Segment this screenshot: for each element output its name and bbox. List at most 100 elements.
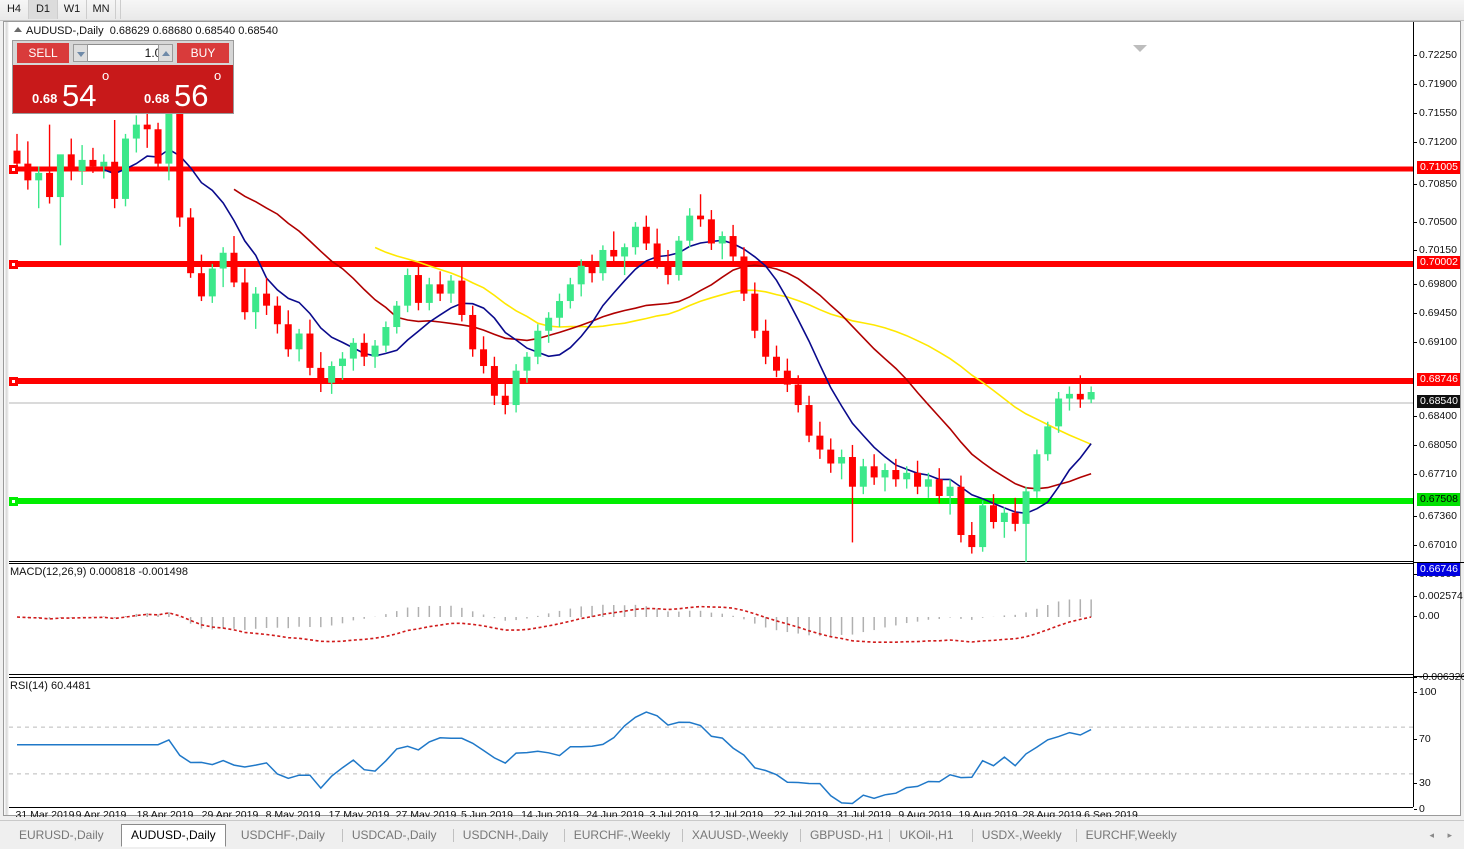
price-pane[interactable] <box>9 22 1413 562</box>
chart-tab-usdcaddaily[interactable]: USDCAD-,Daily <box>351 828 437 842</box>
tab-separator <box>563 829 565 842</box>
tab-separator <box>799 829 801 842</box>
chart-tab-eurusddaily[interactable]: EURUSD-,Daily <box>19 828 104 842</box>
ma-fast <box>103 148 1092 515</box>
tab-separator <box>1075 829 1077 842</box>
buy-button[interactable]: BUY <box>177 43 229 63</box>
price-tick: 0.69100 <box>1414 337 1461 348</box>
price-highlight-red: 0.71005 <box>1417 161 1460 174</box>
price-scale[interactable]: 0.72250 0.71900 0.71550 0.71200 0.70850 0.705… <box>1413 22 1464 815</box>
price-tick: 0.67360 <box>1414 511 1461 522</box>
price-tick: 0.70150 <box>1414 245 1461 256</box>
buy-price-box[interactable]: 0.68 56 o <box>126 67 232 113</box>
macd-tick: -0.006326 <box>1414 672 1464 683</box>
rsi-pane[interactable] <box>9 677 1413 807</box>
buy-price-fraction: o <box>214 68 222 83</box>
macd-header-label: MACD(12,26,9) 0.000818 -0.001498 <box>10 566 188 578</box>
period-button-w1[interactable]: W1 <box>58 0 87 19</box>
volume-increase-button[interactable] <box>158 44 173 62</box>
macd-tick: 0.002574 <box>1414 591 1463 602</box>
tab-separator <box>971 829 973 842</box>
sell-price-box[interactable]: 0.68 54 o <box>14 67 120 113</box>
price-tick: 0.69800 <box>1414 279 1461 290</box>
tab-separator <box>889 829 891 842</box>
chart-tab-audusddaily[interactable]: AUDUSD-,Daily <box>120 824 226 847</box>
chart-shift-marker-icon[interactable] <box>1133 45 1147 52</box>
chart-tab-usdcnhdaily[interactable]: USDCNH-,Daily <box>462 828 549 842</box>
price-tick: 0.71200 <box>1414 137 1461 148</box>
collapse-triangle-icon[interactable] <box>14 27 22 32</box>
price-tick: 0.70850 <box>1414 179 1461 190</box>
symbol-period-label: AUDUSD-,Daily <box>26 25 104 37</box>
price-highlight-blue: 0.66746 <box>1417 563 1460 576</box>
chart-tab-eurchfweekly[interactable]: EURCHF,Weekly <box>1085 828 1177 842</box>
chart-tab-ukoilh1[interactable]: UKOil-,H1 <box>899 828 954 842</box>
hline-0.71005[interactable] <box>9 165 1413 174</box>
price-tick: 0.67710 <box>1414 469 1461 480</box>
sell-price-fraction: o <box>102 68 110 83</box>
chart-tab-gbpusdh1[interactable]: GBPUSD-,H1 <box>809 828 884 842</box>
period-button-mn[interactable]: MN <box>87 0 116 19</box>
chevron-down-icon <box>77 52 85 57</box>
sell-button[interactable]: SELL <box>17 43 69 63</box>
price-tick: 0.71550 <box>1414 108 1461 119</box>
tab-separator <box>341 829 343 842</box>
rsi-line <box>17 711 1092 805</box>
price-tick: 0.69450 <box>1414 308 1461 319</box>
price-chart-svg <box>9 92 1413 562</box>
chart-tab-usdchfdaily[interactable]: USDCHF-,Daily <box>240 828 325 842</box>
rsi-tick: 70 <box>1414 734 1461 745</box>
sell-price-prefix: 0.68 <box>32 91 58 106</box>
left-scroll-rail[interactable] <box>4 22 9 815</box>
scale-separator-rsi <box>1413 676 1464 677</box>
chart-tab-eurchfweekly[interactable]: EURCHF-,Weekly <box>573 828 671 842</box>
chart-tab-bar[interactable]: ◂ ▸ EURUSD-,Daily AUDUSD-,Daily USDCHF-,Da… <box>0 820 1464 849</box>
price-tick: 0.72250 <box>1414 50 1461 61</box>
rsi-tick: 100 <box>1414 687 1461 698</box>
macd-pane[interactable] <box>9 563 1413 675</box>
hline-0.70002[interactable] <box>9 260 1413 269</box>
trade-controls-row: SELL 1.00 BUY <box>13 41 233 65</box>
buy-price-prefix: 0.68 <box>144 91 170 106</box>
price-tick: 0.68400 <box>1414 411 1461 422</box>
time-axis-line <box>9 807 1413 808</box>
ma-mid <box>233 188 1092 490</box>
ohlc-values: 0.68629 0.68680 0.68540 0.68540 <box>109 25 278 37</box>
rsi-chart-svg <box>9 711 1413 805</box>
buy-price-pips: 56 <box>174 78 209 113</box>
price-highlight-red: 0.68746 <box>1417 373 1460 386</box>
price-tick: 0.68050 <box>1414 440 1461 451</box>
volume-decrease-button[interactable] <box>73 44 88 62</box>
ma-slow <box>374 246 1092 446</box>
price-tick: 0.67010 <box>1414 540 1461 551</box>
chart-window[interactable]: AUDUSD-,Daily 0.68629 0.68680 0.68540 0.… <box>3 21 1464 821</box>
price-highlight-green: 0.67508 <box>1417 493 1460 506</box>
price-highlight-red: 0.70002 <box>1417 256 1460 269</box>
rsi-tick: 30 <box>1414 778 1461 789</box>
price-tick: 0.70500 <box>1414 217 1461 228</box>
scale-separator-macd <box>1413 562 1464 563</box>
candlestick-series <box>13 92 1095 562</box>
tab-separator <box>452 829 454 842</box>
chevron-up-icon <box>162 51 170 56</box>
macd-tick: 0.00 <box>1414 611 1461 622</box>
price-tick: 0.71900 <box>1414 79 1461 90</box>
one-click-trading-panel[interactable]: SELL 1.00 BUY 0.68 54 o 0.68 56 o <box>12 40 234 114</box>
period-button-h4[interactable]: H4 <box>0 0 29 19</box>
macd-signal-line <box>16 605 1092 643</box>
rsi-tick: 0 <box>1414 804 1461 815</box>
period-toolbar: H4 D1 W1 MN <box>0 0 1464 21</box>
chart-tab-usdxweekly[interactable]: USDX-,Weekly <box>981 828 1062 842</box>
price-highlight-black: 0.68540 <box>1417 395 1460 408</box>
tab-scroll-right-icon[interactable]: ▸ <box>1447 830 1452 840</box>
sell-price-pips: 54 <box>62 78 97 113</box>
macd-histogram <box>27 599 1092 637</box>
hline-0.67508[interactable] <box>9 497 1413 506</box>
chart-tab-xauusdweekly[interactable]: XAUUSD-,Weekly <box>691 828 789 842</box>
macd-chart-svg <box>16 599 1092 643</box>
hline-0.68746[interactable] <box>9 377 1413 386</box>
tab-scroll-left-icon[interactable]: ◂ <box>1429 830 1434 840</box>
period-button-d1[interactable]: D1 <box>29 0 58 19</box>
tab-separator <box>681 829 683 842</box>
